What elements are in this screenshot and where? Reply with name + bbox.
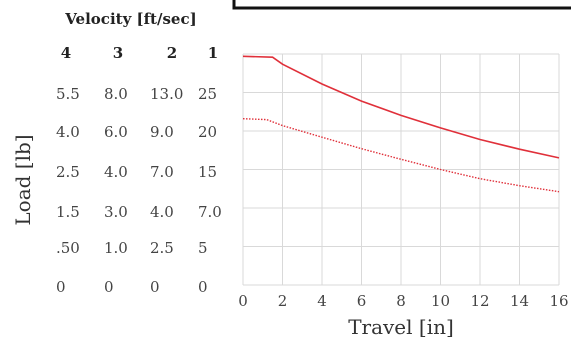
chart-series: [242, 55, 560, 193]
velocity-cell: 20: [198, 123, 217, 141]
velocity-cell: 3.0: [104, 203, 128, 221]
velocity-cell: 25: [198, 85, 217, 103]
velocity-cell: 1.0: [104, 239, 128, 257]
x-tick-label: 8: [396, 292, 406, 310]
velocity-table: 4 3 2 1 5.5 8.0 13.0 25 4.0 6.0 9.0 20 2.5 4.0 7.0 15 1.…: [56, 44, 222, 296]
velocity-cell: 4.0: [56, 123, 80, 141]
velocity-cell: 9.0: [150, 123, 174, 141]
series-line-dotted: [242, 118, 560, 193]
x-tick-label: 10: [431, 292, 450, 310]
x-tick-label: 16: [549, 292, 568, 310]
y-axis-title: Load [lb]: [11, 134, 35, 225]
velocity-cell: 13.0: [150, 85, 183, 103]
velocity-cell: 2.5: [150, 239, 174, 257]
velocity-cell: 6.0: [104, 123, 128, 141]
velocity-column-header: 4: [61, 44, 71, 62]
x-tick-label: 12: [470, 292, 489, 310]
velocity-cell: 4.0: [150, 203, 174, 221]
x-tick-label: 0: [238, 292, 248, 310]
x-tick-label: 6: [357, 292, 367, 310]
velocity-column-header: 1: [208, 44, 218, 62]
velocity-cell: 7.0: [198, 203, 222, 221]
x-tick-labels: 0 2 4 6 8 10 12 14 16: [238, 292, 568, 310]
x-axis-title: Travel [in]: [348, 315, 454, 337]
velocity-cell: 0: [104, 278, 114, 296]
velocity-cell: 0: [56, 278, 66, 296]
velocity-table-title: Velocity [ft/sec]: [64, 10, 196, 28]
velocity-cell: 0: [198, 278, 208, 296]
series-line-solid: [242, 55, 560, 159]
velocity-column-header: 2: [167, 44, 177, 62]
velocity-cell: 5: [198, 239, 208, 257]
velocity-cell: 0: [150, 278, 160, 296]
x-tick-label: 2: [278, 292, 288, 310]
velocity-cell: 8.0: [104, 85, 128, 103]
x-tick-label: 4: [317, 292, 327, 310]
chart-grid: [242, 53, 560, 286]
velocity-cell: 7.0: [150, 163, 174, 181]
velocity-cell: .50: [56, 239, 80, 257]
x-tick-label: 14: [510, 292, 529, 310]
velocity-cell: 4.0: [104, 163, 128, 181]
velocity-cell: 15: [198, 163, 217, 181]
velocity-column-header: 3: [113, 44, 123, 62]
velocity-cell: 5.5: [56, 85, 80, 103]
velocity-cell: 1.5: [56, 203, 80, 221]
velocity-cell: 2.5: [56, 163, 80, 181]
header-box-frame: [232, 0, 571, 10]
